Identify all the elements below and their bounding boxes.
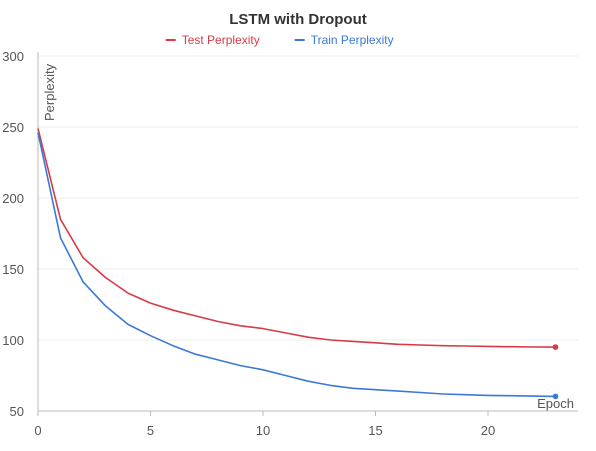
legend-label-1: Train Perplexity xyxy=(311,33,394,47)
y-tick-label: 250 xyxy=(2,120,24,135)
x-tick-label: 15 xyxy=(368,423,382,438)
series-end-point-1 xyxy=(552,393,559,400)
series-line-1 xyxy=(37,132,556,398)
y-tick-label: 300 xyxy=(2,49,24,64)
x-tick-label: 5 xyxy=(147,423,154,438)
chart-title: LSTM with Dropout xyxy=(229,11,366,28)
legend-label-0: Test Perplexity xyxy=(182,33,260,47)
x-tick-label: 20 xyxy=(481,423,495,438)
y-tick-label: 100 xyxy=(2,333,24,348)
x-axis-label: Epoch xyxy=(537,396,574,411)
y-tick-label: 200 xyxy=(2,191,24,206)
x-tick-label: 10 xyxy=(256,423,270,438)
axes: 50 100 150 200 250 300 0 5 10 15 20 xyxy=(2,49,578,438)
y-tick-label: 150 xyxy=(2,262,24,277)
y-tick-label: 50 xyxy=(10,404,24,419)
series-layer xyxy=(37,128,559,400)
x-tick-label: 0 xyxy=(34,423,41,438)
y-axis-label: Perplexity xyxy=(42,63,57,121)
legend: Test Perplexity Train Perplexity xyxy=(165,33,394,47)
series-line-0 xyxy=(37,128,556,348)
grid xyxy=(38,55,578,341)
series-end-point-0 xyxy=(552,344,559,350)
